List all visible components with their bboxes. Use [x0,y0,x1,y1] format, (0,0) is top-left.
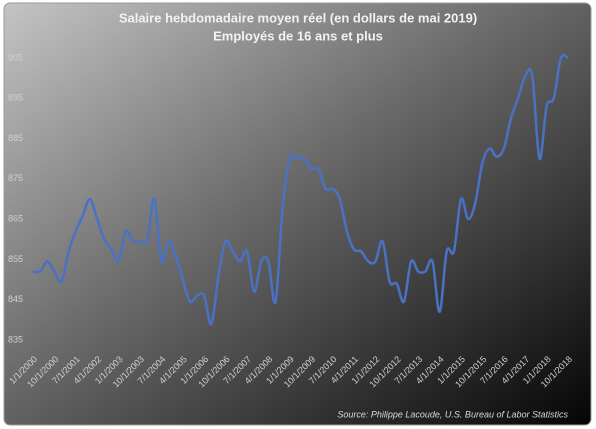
y-tick-label: 855 [8,254,23,264]
y-tick-label: 875 [8,173,23,183]
y-tick-label: 865 [8,214,23,224]
y-tick-label: 905 [8,52,23,62]
y-tick-label: 845 [8,294,23,304]
data-line [32,53,569,326]
chart-subtitle: Employés de 16 ans et plus [213,28,383,43]
chart-background [3,2,592,426]
y-tick-label: 895 [8,93,23,103]
chart-title: Salaire hebdomadaire moyen réel (en doll… [119,10,477,25]
source-note: Source: Philippe Lacoude, U.S. Bureau of… [337,409,568,419]
y-tick-label: 885 [8,133,23,143]
y-tick-label: 835 [8,334,23,344]
